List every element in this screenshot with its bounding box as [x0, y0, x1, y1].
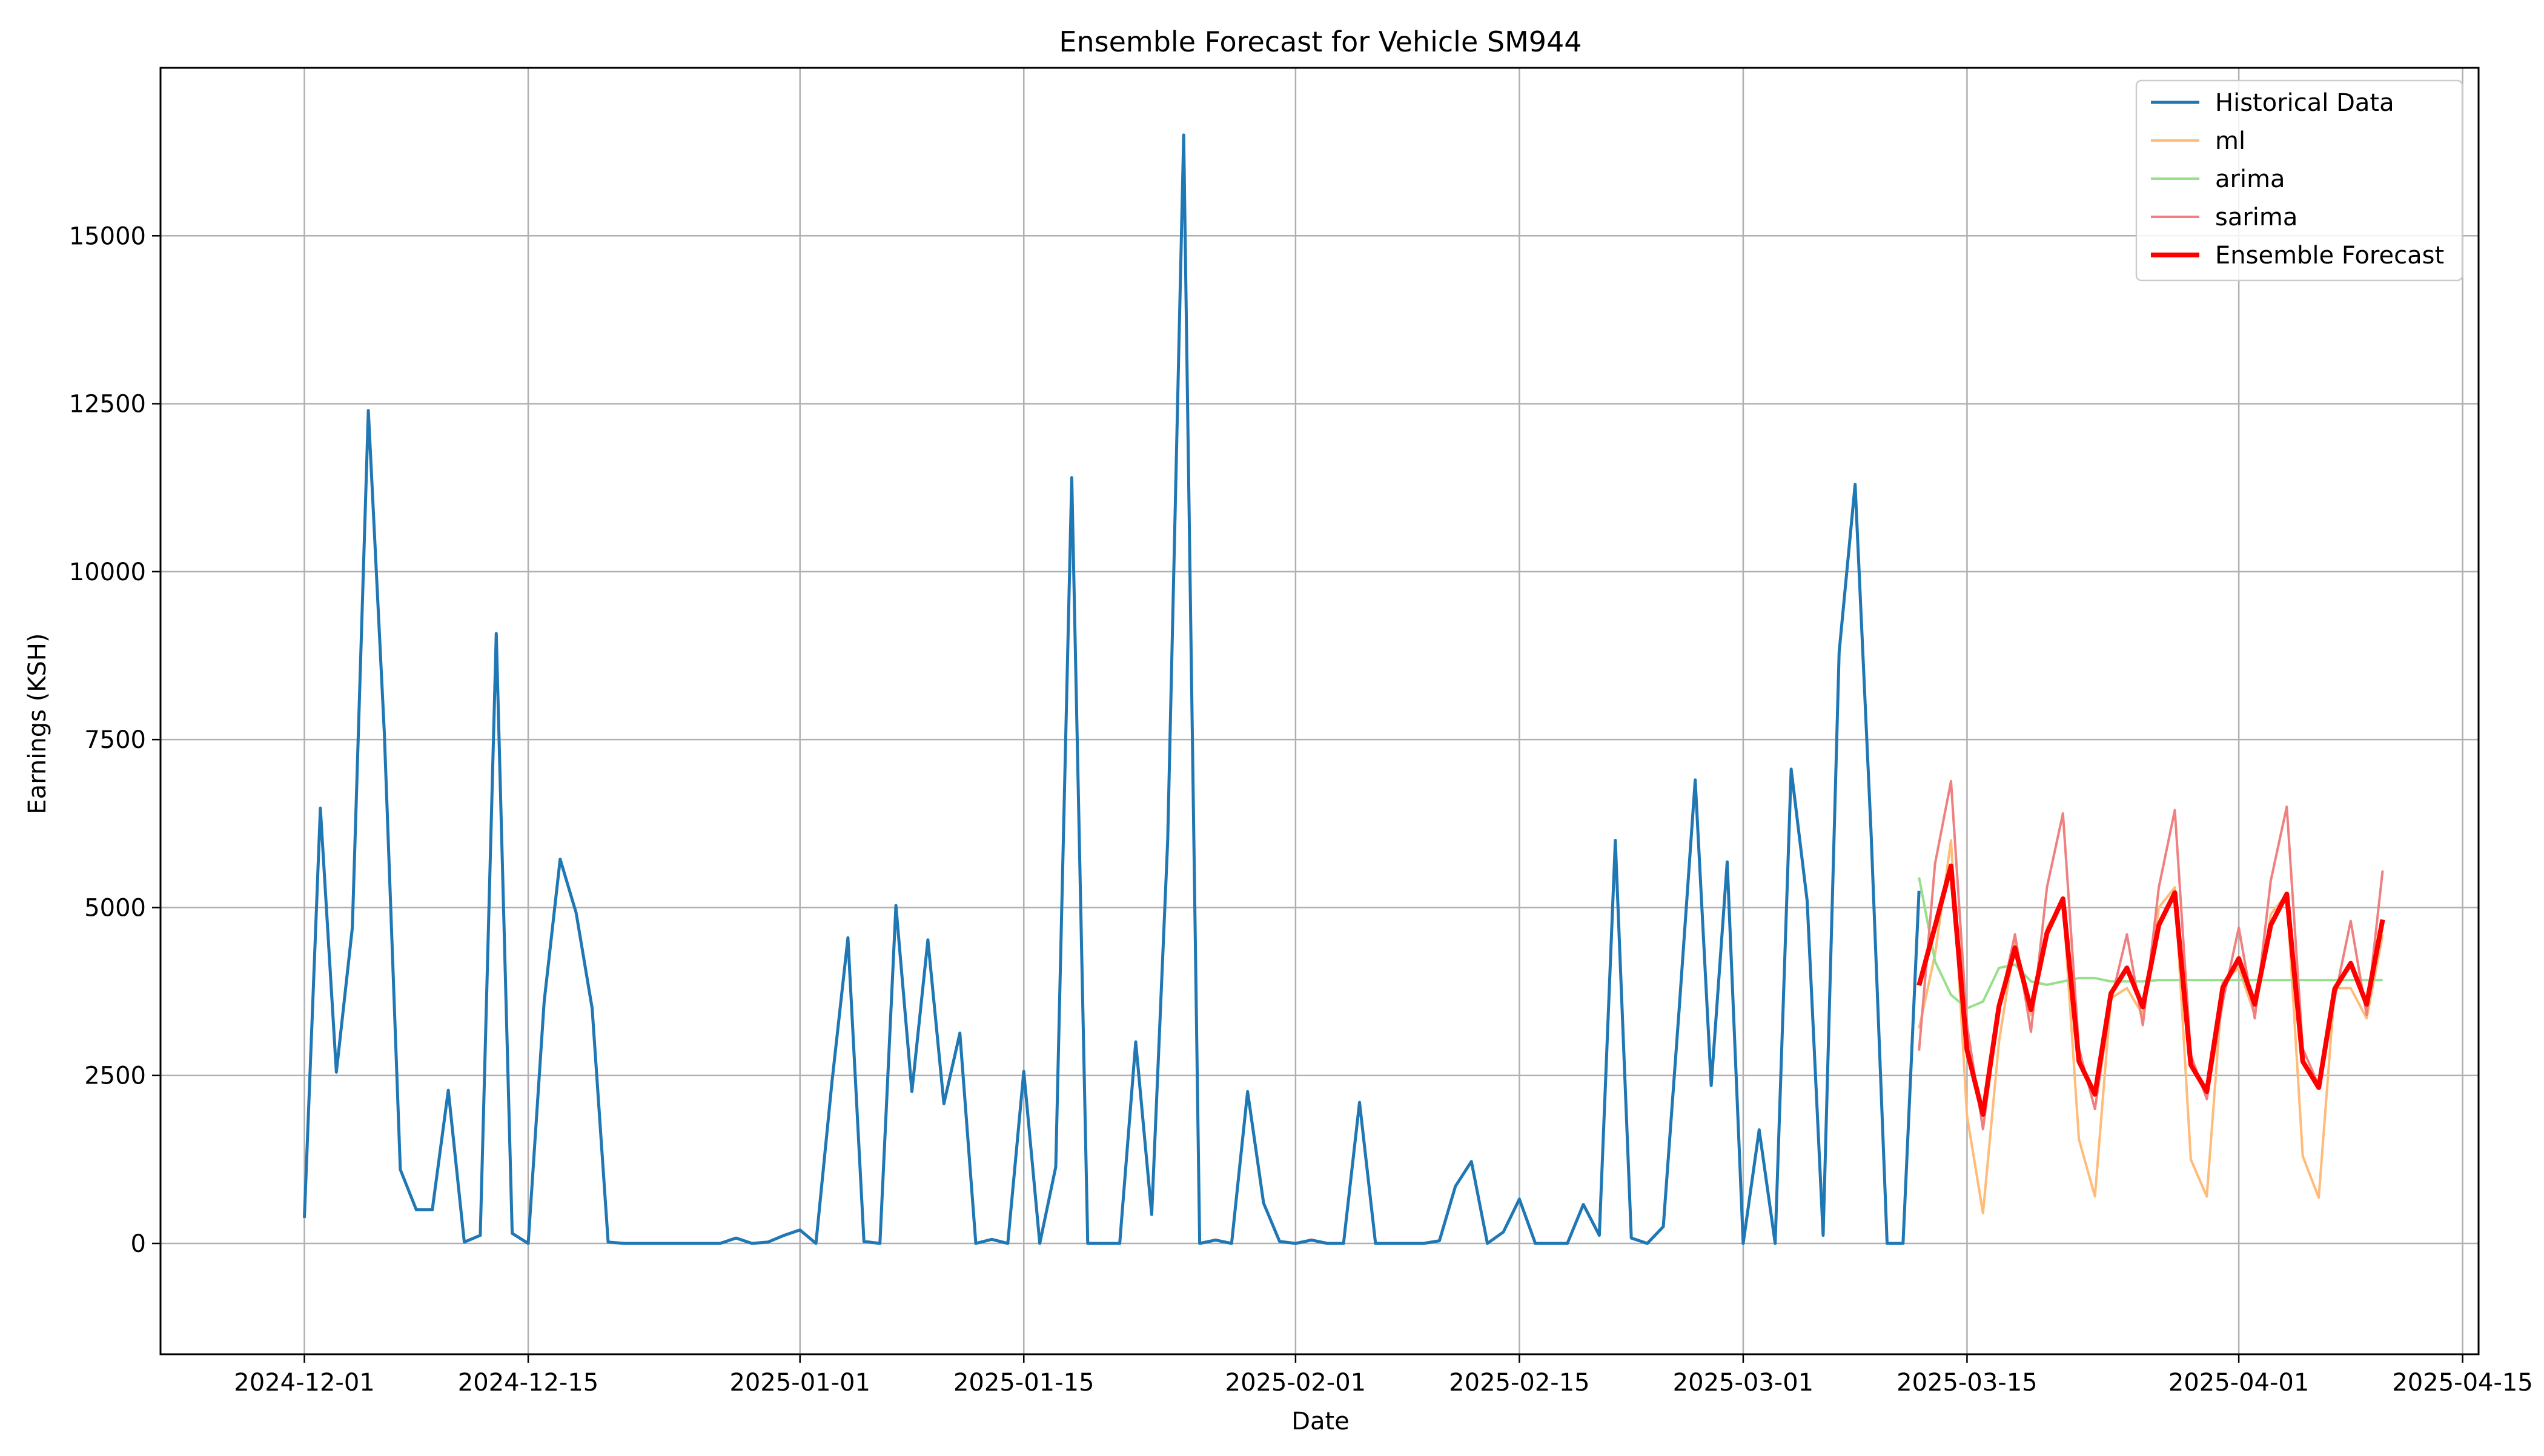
- x-tick-label: 2025-02-15: [1449, 1369, 1589, 1397]
- x-tick-label: 2024-12-15: [458, 1369, 598, 1397]
- y-axis-label: Earnings (KSH): [24, 633, 51, 814]
- legend: Historical Data ml arima sarima Ensemble For…: [2135, 79, 2463, 282]
- x-axis-ticks: 2024-12-01 2024-12-15 2025-01-01 2025-01-15…: [234, 1354, 2533, 1397]
- y-axis-ticks: 0 2500 5000 7500 10000 12500 15000: [69, 222, 161, 1258]
- series-line-ensemble-forecast: [1916, 863, 2385, 1117]
- x-tick-label: 2025-02-01: [1225, 1369, 1366, 1397]
- legend-label: ml: [2215, 127, 2245, 155]
- series-lines: [303, 133, 2385, 1245]
- y-tick-label: 15000: [69, 222, 146, 250]
- x-tick-label: 2025-03-15: [1896, 1369, 2037, 1397]
- y-tick-label: 5000: [84, 894, 146, 922]
- plot-frame: [159, 67, 2480, 1355]
- y-tick-label: 0: [131, 1230, 146, 1258]
- x-tick-label: 2025-01-01: [729, 1369, 870, 1397]
- series-line-arima: [1918, 877, 2383, 1010]
- legend-label: Ensemble Forecast: [2215, 242, 2444, 270]
- series-line-historical-data: [303, 133, 1921, 1245]
- y-tick-label: 10000: [69, 558, 146, 586]
- x-tick-label: 2025-04-15: [2392, 1369, 2532, 1397]
- x-tick-label: 2025-03-01: [1673, 1369, 1814, 1397]
- x-tick-label: 2025-01-15: [953, 1369, 1094, 1397]
- x-tick-label: 2024-12-01: [234, 1369, 374, 1397]
- x-axis-label: Date: [1291, 1408, 1350, 1435]
- x-tick-label: 2025-04-01: [2168, 1369, 2309, 1397]
- grid-lines: [161, 68, 2479, 1354]
- y-tick-label: 7500: [84, 726, 146, 754]
- legend-label: sarima: [2215, 204, 2297, 231]
- chart-title: Ensemble Forecast for Vehicle SM944: [1059, 25, 1582, 58]
- y-tick-label: 12500: [69, 391, 146, 419]
- legend-label: Historical Data: [2215, 89, 2394, 117]
- legend-box: [2135, 79, 2463, 282]
- legend-label: arima: [2215, 165, 2285, 193]
- y-tick-label: 2500: [84, 1062, 146, 1090]
